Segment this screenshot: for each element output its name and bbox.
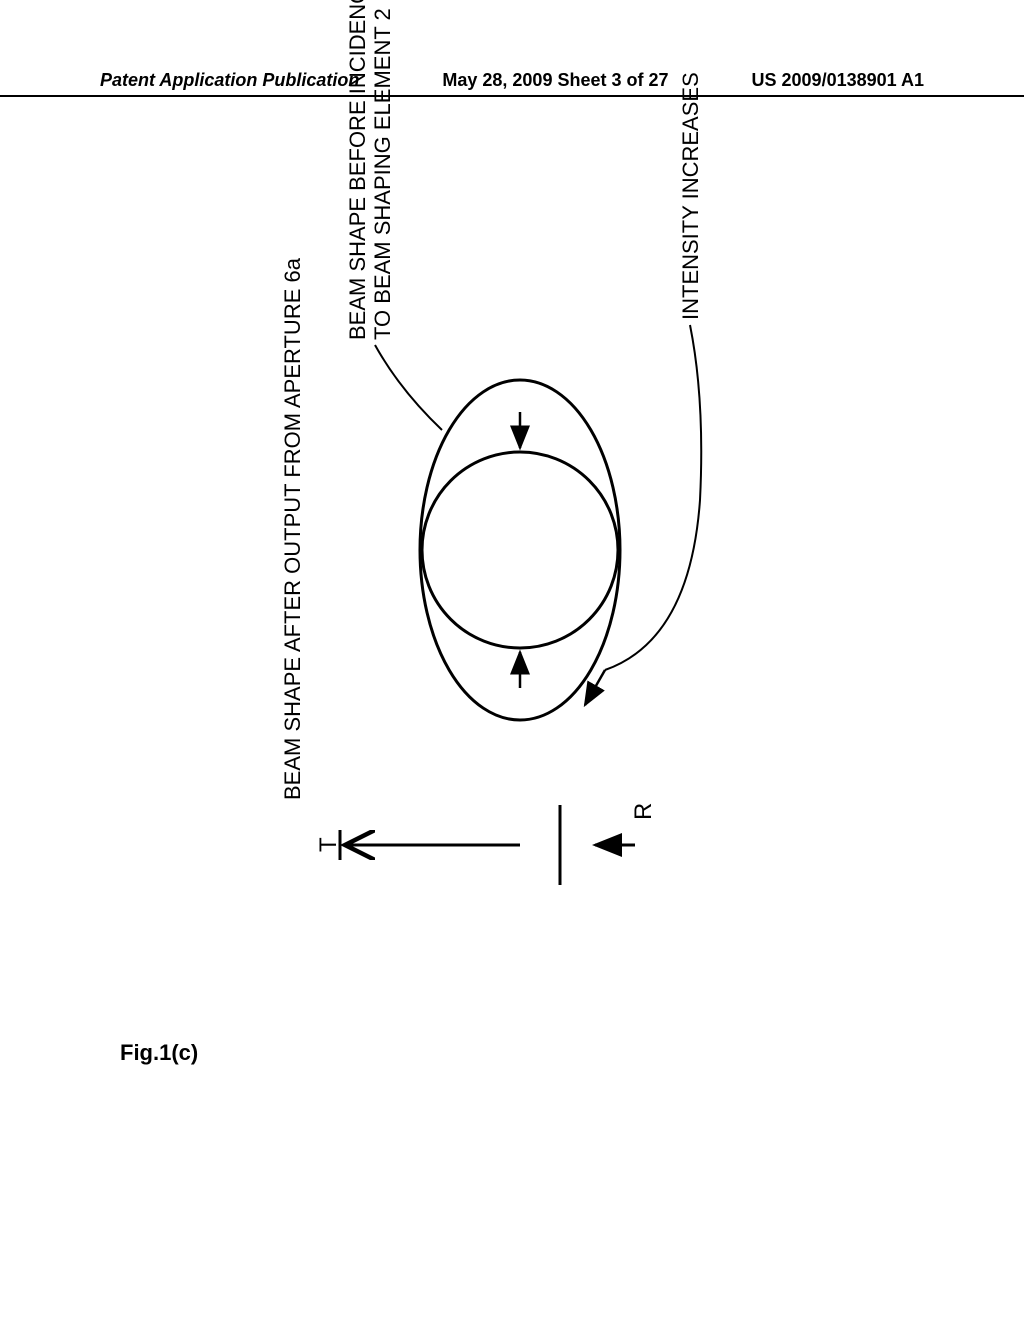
leader-line-1: [375, 345, 442, 430]
page-header: Patent Application Publication May 28, 2…: [0, 70, 1024, 97]
beam-circle: [422, 452, 618, 648]
header-left: Patent Application Publication: [100, 70, 359, 91]
figure-label: Fig.1(c): [120, 1040, 198, 1066]
leader-line-2: [605, 325, 701, 670]
diagram-svg: [190, 200, 790, 920]
header-right: US 2009/0138901 A1: [752, 70, 924, 91]
header-center: May 28, 2009 Sheet 3 of 27: [442, 70, 668, 91]
diagram-container: BEAM SHAPE AFTER OUTPUT FROM APERTURE 6a…: [190, 200, 790, 920]
